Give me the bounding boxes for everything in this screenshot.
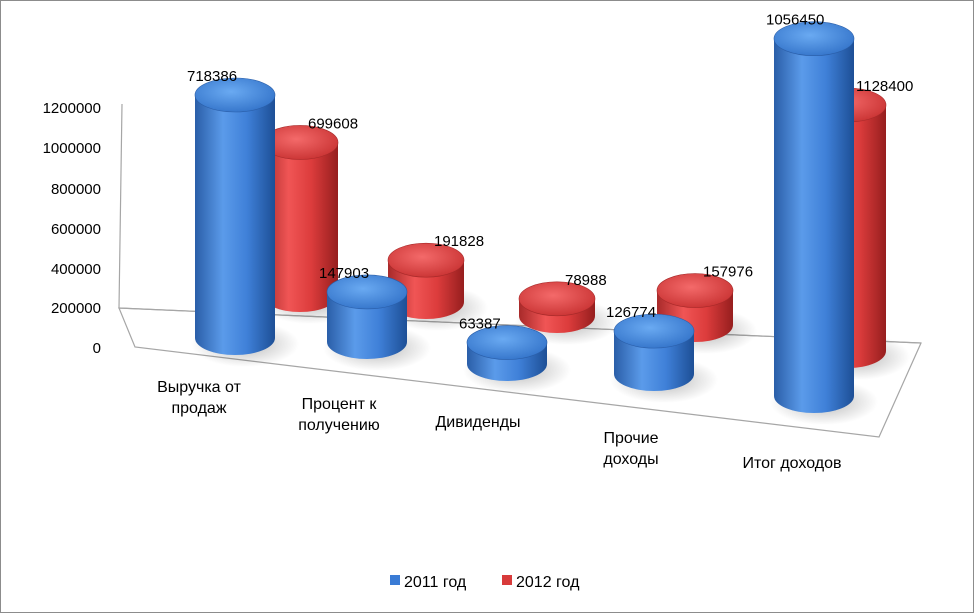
bar-body [327, 291, 407, 359]
data-label: 1128400 [856, 78, 913, 95]
legend-label-2011: 2011 год [404, 574, 467, 591]
data-label: 157976 [703, 264, 753, 281]
data-label: 63387 [459, 316, 501, 333]
y-tick: 1000000 [43, 140, 101, 157]
data-label: 78988 [565, 272, 607, 289]
category-label-line: Процент к [302, 396, 378, 413]
legend: 2011 год 2012 год [390, 574, 580, 591]
category-label-line: продаж [171, 400, 226, 417]
category-label-line: Прочие [603, 430, 658, 447]
data-label: 718386 [187, 68, 237, 85]
y-tick: 200000 [51, 300, 101, 317]
bar-cap [656, 273, 734, 308]
data-label: 699608 [308, 115, 358, 132]
y-tick: 1200000 [43, 100, 101, 117]
category-label: Процент к получению [298, 396, 380, 434]
bar-cap [613, 313, 695, 349]
data-label: 191828 [434, 233, 484, 250]
category-labels-group: Выручка от продаж Процент к получению Дивиде… [157, 379, 841, 472]
bar-cap [773, 21, 855, 56]
bar-2011 [770, 21, 878, 425]
bar-2011 [323, 274, 431, 371]
bar-2011 [610, 313, 718, 403]
bar-cap [518, 281, 596, 317]
bar-cap [194, 77, 276, 113]
y-tick: 600000 [51, 221, 101, 238]
y-axis-ticks: 1200000 1000000 800000 600000 400000 200… [43, 100, 101, 357]
y-tick: 0 [93, 340, 101, 357]
category-label: Дивиденды [435, 414, 520, 431]
bars-group [191, 21, 910, 425]
bar-cap [387, 242, 465, 278]
data-labels-group: 699608 191828 78988 157976 1128400 718386 1479… [187, 12, 913, 333]
bar-cap [466, 325, 548, 360]
data-label: 147903 [319, 265, 369, 282]
y-tick: 400000 [51, 261, 101, 278]
y-tick: 800000 [51, 181, 101, 198]
bar-2011 [191, 77, 299, 367]
legend-label-2012: 2012 год [516, 574, 580, 591]
bar-body [262, 142, 338, 312]
category-label-line: доходы [603, 451, 658, 468]
data-label: 126774 [606, 304, 656, 321]
category-label-line: Итог доходов [743, 455, 842, 472]
bar-body [195, 95, 275, 355]
category-label: Прочие доходы [603, 430, 658, 468]
bar-2012 [258, 125, 362, 324]
bar-cap [326, 274, 408, 310]
category-label: Выручка от продаж [157, 379, 241, 417]
category-label-line: Выручка от [157, 379, 241, 396]
data-label: 1056450 [766, 12, 824, 29]
category-label-line: Дивиденды [435, 414, 520, 431]
legend-swatch-2012 [502, 575, 512, 585]
legend-swatch-2011 [390, 575, 400, 585]
category-label-line: получению [298, 417, 380, 434]
bar-2011 [463, 325, 571, 393]
category-label: Итог доходов [743, 455, 842, 472]
bar-body [774, 38, 854, 413]
